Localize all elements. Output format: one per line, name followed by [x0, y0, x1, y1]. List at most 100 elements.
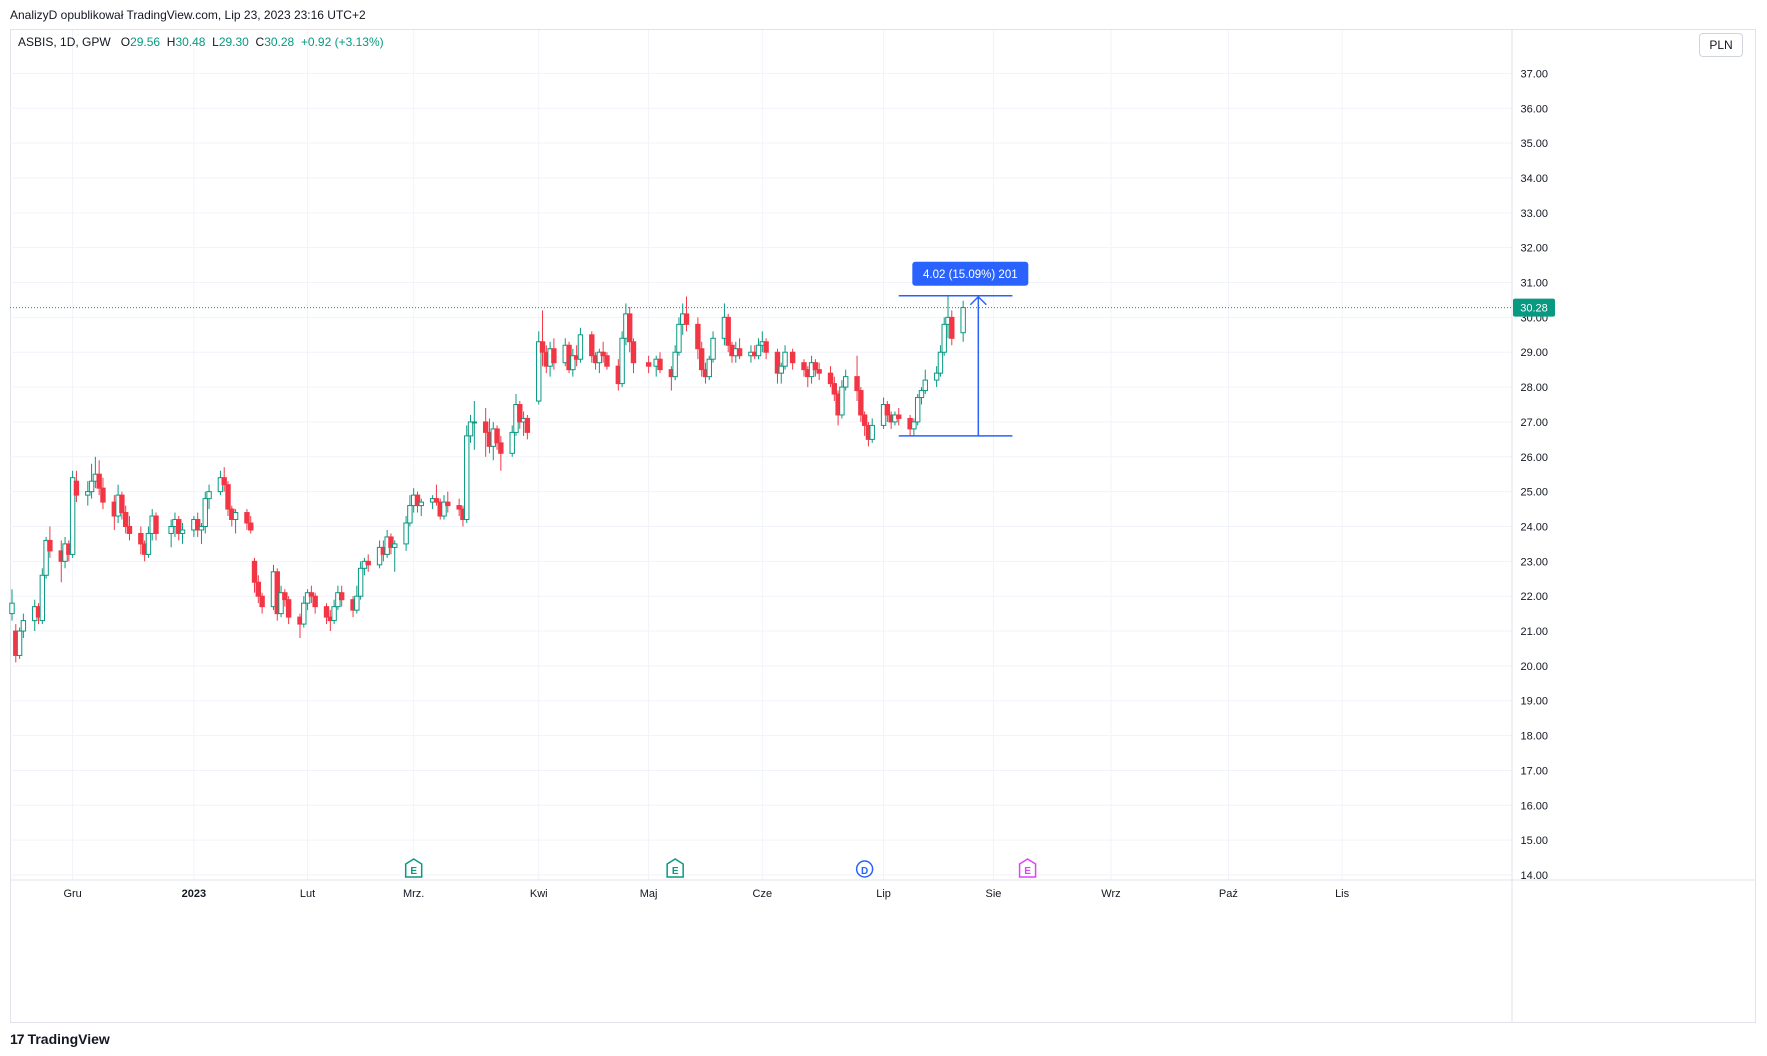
candle: [122, 505, 129, 534]
candle-body: [933, 372, 940, 381]
candle: [551, 338, 557, 370]
candle-body: [357, 567, 364, 597]
candle-body: [577, 334, 584, 360]
earnings-marker-letter: E: [672, 866, 679, 877]
candle: [710, 331, 716, 363]
candle-body: [251, 560, 258, 583]
candle: [43, 536, 49, 579]
y-tick-label: 21.00: [1520, 626, 1548, 638]
candle: [676, 317, 682, 356]
candle-body: [414, 494, 421, 507]
candle: [73, 470, 80, 503]
x-tick-label: Sie: [986, 888, 1002, 900]
candle: [494, 425, 500, 450]
candle-body: [433, 498, 440, 503]
candle-body: [365, 560, 371, 566]
y-tick-label: 34.00: [1520, 173, 1548, 185]
candle-body: [138, 532, 144, 545]
candle-body: [789, 351, 796, 364]
candle: [232, 509, 239, 534]
last-price-badge: [1513, 298, 1555, 317]
dividend-marker: [855, 860, 874, 878]
symbol-label: ASBIS, 1D, GPW: [18, 35, 111, 49]
candle-body: [960, 307, 966, 334]
candle: [308, 585, 315, 604]
candle: [354, 585, 360, 614]
candle: [736, 338, 743, 360]
candle-body: [73, 480, 80, 496]
candle-body: [47, 539, 53, 552]
change-value: +0.92 (+3.13%): [300, 35, 384, 49]
candle-body: [683, 313, 690, 325]
candle-body: [301, 602, 307, 625]
tradingview-logo[interactable]: 17 TradingView: [10, 1031, 110, 1047]
candle-body: [778, 365, 784, 374]
candle: [630, 338, 637, 374]
candle: [589, 331, 595, 363]
y-tick-label: 31.00: [1520, 278, 1548, 290]
candle: [596, 348, 603, 374]
candle: [604, 352, 610, 370]
candle-body: [596, 351, 603, 364]
candle: [145, 526, 152, 558]
candle: [206, 484, 212, 510]
candle: [854, 355, 860, 402]
candle: [96, 460, 102, 496]
candle: [168, 519, 174, 548]
candle: [763, 338, 769, 360]
candle-body: [119, 494, 125, 514]
candle: [706, 355, 712, 381]
candle-body: [467, 421, 474, 437]
candle: [933, 366, 940, 388]
candle: [16, 627, 23, 659]
candle: [20, 613, 27, 639]
candle: [376, 540, 383, 569]
y-tick-label: 27.00: [1520, 417, 1548, 429]
candle: [536, 331, 542, 405]
y-tick-label: 37.00: [1520, 68, 1548, 80]
candle: [225, 481, 231, 517]
candle-body: [509, 431, 515, 454]
candle: [221, 467, 227, 492]
candle-body: [282, 592, 288, 601]
candle-body: [471, 421, 478, 424]
candle-body: [198, 525, 205, 531]
candle-body: [88, 480, 95, 493]
candle: [47, 526, 53, 558]
candle: [388, 533, 394, 555]
candle: [126, 516, 133, 541]
candle: [407, 495, 413, 527]
candle-body: [937, 351, 944, 374]
candle-body: [464, 435, 470, 521]
earnings-marker-letter: E: [410, 866, 417, 877]
candle-body: [827, 372, 834, 385]
measure-label: 4.02 (15.09%) 201: [923, 269, 1018, 281]
candle-body: [259, 595, 265, 608]
candle: [896, 407, 902, 426]
currency-button[interactable]: PLN: [1699, 33, 1743, 57]
candle-body: [869, 424, 875, 440]
candle-body: [225, 484, 231, 510]
candle-body: [122, 512, 129, 527]
candle: [782, 345, 788, 370]
candle-body: [494, 428, 500, 444]
candle: [922, 369, 928, 395]
candle-body: [445, 501, 451, 507]
candle: [9, 589, 15, 621]
candle-body: [861, 414, 868, 426]
y-tick-label: 20.00: [1520, 661, 1548, 673]
candle-body: [774, 351, 781, 374]
candle: [312, 592, 318, 614]
candle: [524, 414, 531, 440]
candle: [244, 509, 250, 530]
candle-body: [763, 341, 769, 353]
y-tick-label: 16.00: [1520, 800, 1548, 812]
candle-body: [456, 505, 462, 510]
x-tick-label: Gru: [63, 888, 81, 900]
candle-body: [304, 592, 311, 604]
y-tick-label: 36.00: [1520, 103, 1548, 115]
candle-body: [911, 421, 917, 430]
candle: [414, 491, 421, 513]
candle-body: [695, 323, 701, 350]
